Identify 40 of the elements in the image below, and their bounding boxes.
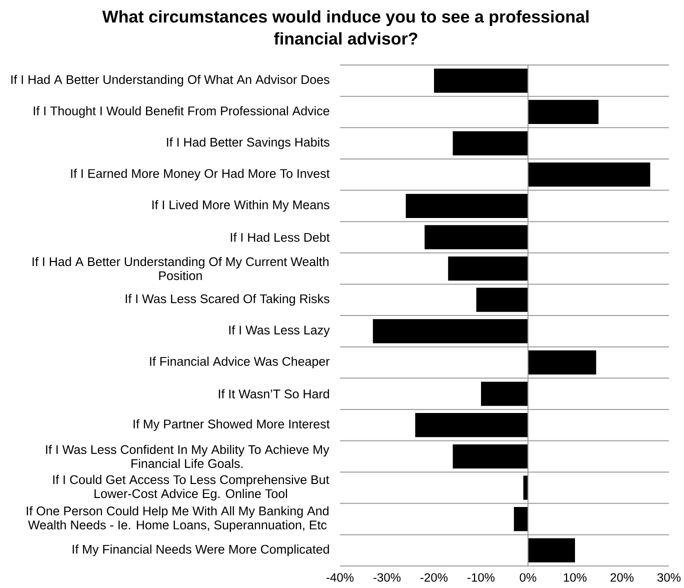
bar (514, 506, 528, 532)
bar (372, 319, 528, 344)
chart-title: What circumstances would induce you to see a professional financial advisor? (102, 10, 589, 45)
bar (528, 350, 596, 375)
y-tick-label: If I Was Less Confident In My Ability To Achieve My Financial Life Goals. (46, 444, 330, 468)
bar (424, 225, 528, 250)
x-tick-label: -10% (468, 573, 495, 582)
y-tick-label: If I Could Get Access To Less Comprehensive But Lower-Cost Advice Eg. Online Tool (53, 474, 330, 501)
bar (452, 444, 528, 468)
y-tick-label: If I Was Less Lazy (229, 325, 330, 337)
bar (476, 288, 528, 312)
y-tick-label: If It Wasn’T So Hard (218, 389, 329, 398)
bar (415, 413, 528, 438)
x-tick-label: 0% (520, 573, 536, 582)
y-tick-label: If My Partner Showed More Interest (134, 419, 330, 431)
x-tick-label: -20% (420, 573, 448, 582)
y-tick-label: If I Had Less Debt (230, 232, 330, 242)
x-tick-label: -30% (374, 573, 401, 582)
y-tick-label: If Financial Advice Was Cheaper (150, 356, 330, 368)
y-tick-label: If One Person Could Help Me With All My Banking And Wealth Needs - Ie. Home Loans, Superannuation, Etc (26, 506, 328, 532)
bar (528, 100, 598, 124)
bar (452, 131, 528, 156)
x-tick-label: 30% (657, 573, 681, 582)
bar (481, 382, 528, 406)
x-tick-label: 20% (610, 573, 634, 582)
bar (528, 162, 650, 187)
y-tick-label: If I Earned More Money Or Had More To Invest (71, 168, 330, 180)
y-tick-label: If My Financial Needs Were More Complicated (72, 544, 329, 556)
y-tick-label: If I Thought I Would Benefit From Professional Advice (34, 106, 330, 118)
y-tick-label: If I Was Less Scared Of Taking Risks (126, 294, 330, 306)
bar (528, 538, 575, 562)
x-tick-label: -40% (326, 573, 354, 582)
bar (406, 194, 528, 218)
y-tick-label: If I Had A Better Understanding Of My Current Wealth Position (32, 256, 328, 280)
y-tick-label: If I Had A Better Understanding Of What An Advisor Does (11, 74, 330, 86)
y-tick-label: If I Had Better Savings Habits (166, 137, 330, 150)
x-tick-label: 10% (564, 573, 587, 582)
bar (448, 256, 528, 281)
y-tick-label: If I Lived More Within My Means (152, 200, 330, 212)
bar (434, 68, 528, 93)
